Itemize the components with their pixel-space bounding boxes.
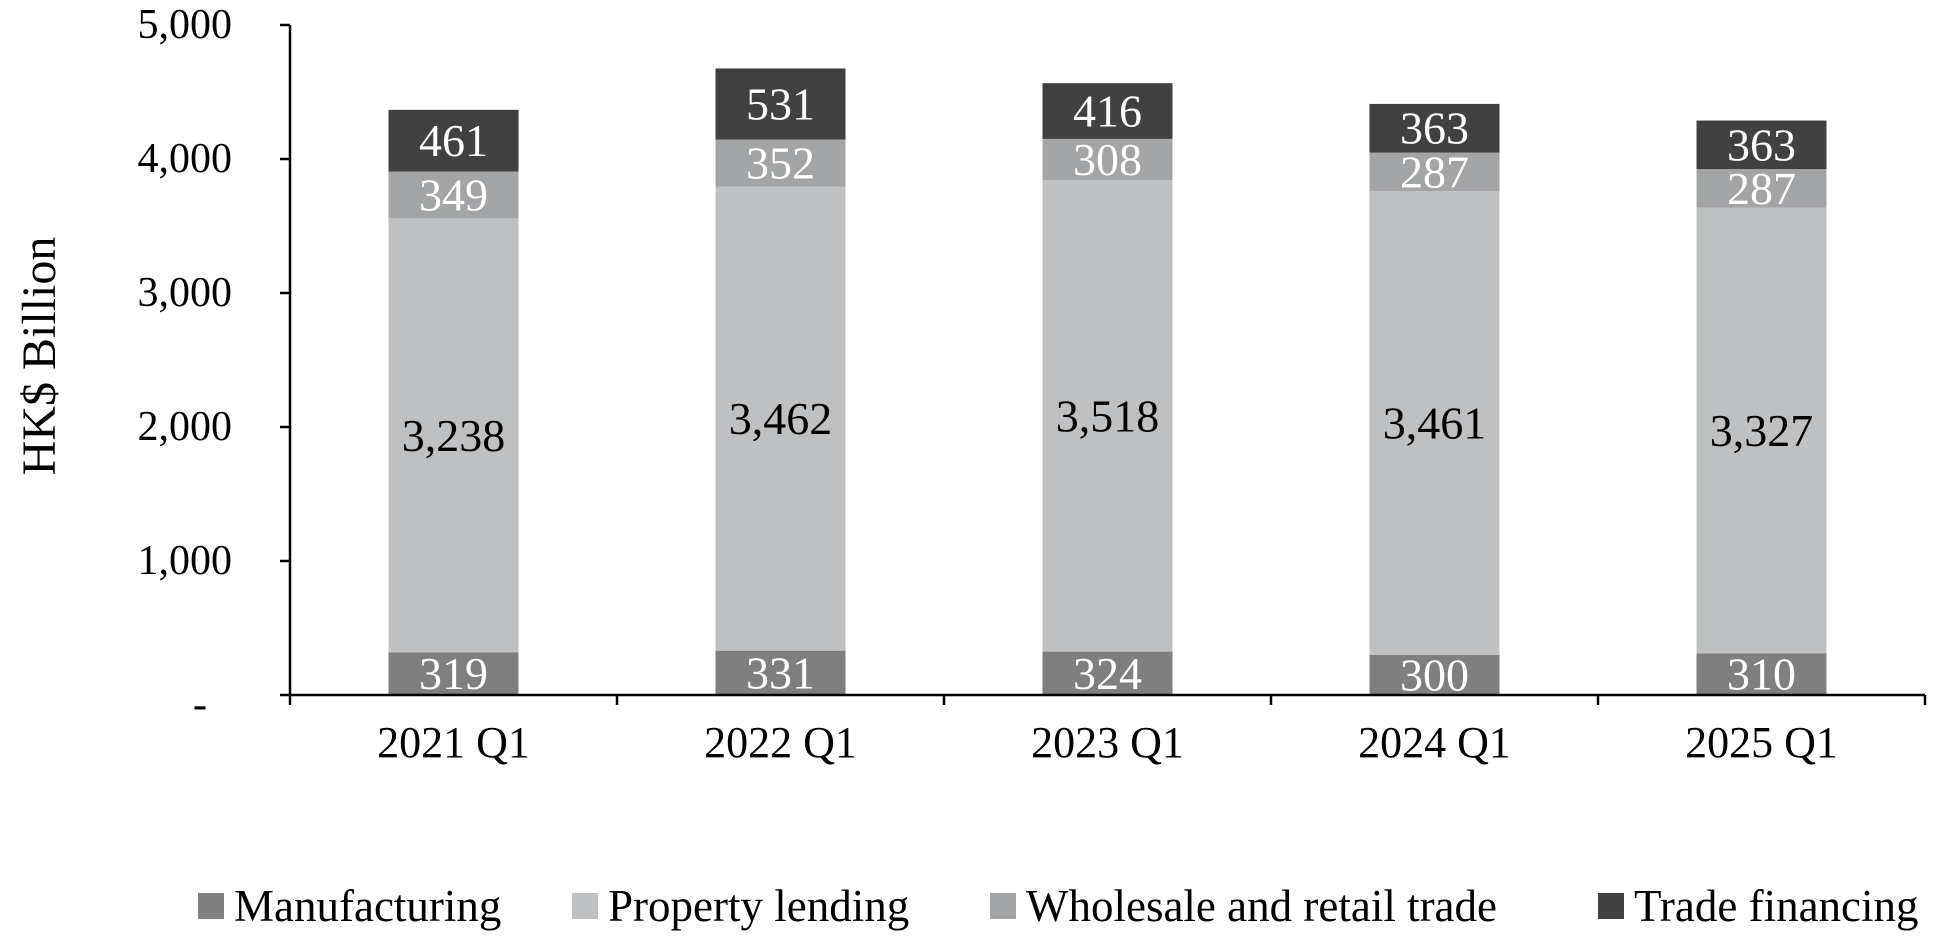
bar-segment <box>388 109 519 172</box>
data-label: 3,238 <box>402 410 506 461</box>
legend-label: Wholesale and retail trade <box>1026 881 1497 931</box>
legend-label: Manufacturing <box>234 881 501 931</box>
bar-segment <box>1369 191 1500 655</box>
bar-segment <box>1042 180 1173 652</box>
data-label: 287 <box>1400 146 1469 197</box>
data-label: 3,327 <box>1710 405 1814 456</box>
y-tick-label: 5,000 <box>138 2 233 48</box>
axes-layer: 2021 Q1 2022 Q1 2023 Q1 2024 Q1 2025 Q1 - 1,00… <box>138 2 1927 767</box>
data-label: 531 <box>746 78 815 129</box>
bar-segment <box>1696 653 1827 695</box>
y-tick-label: 2,000 <box>138 404 233 450</box>
data-label: 416 <box>1073 86 1142 137</box>
data-label: 300 <box>1400 649 1469 700</box>
bar-segment <box>388 171 519 219</box>
y-tick-label: - <box>193 682 207 728</box>
x-tick-label: 2023 Q1 <box>1031 718 1184 767</box>
y-tick-label: 1,000 <box>138 538 233 584</box>
data-label: 319 <box>419 648 488 699</box>
legend-label: Property lending <box>608 881 909 931</box>
bar-segment <box>1042 651 1173 695</box>
x-tick-label: 2024 Q1 <box>1358 718 1511 767</box>
legend-swatch <box>198 893 224 919</box>
data-label: 363 <box>1727 119 1796 170</box>
bar-segment <box>715 139 846 187</box>
legend-swatch <box>990 893 1016 919</box>
bar-segment <box>715 186 846 651</box>
bar-segment <box>1369 654 1500 695</box>
bar-segment <box>715 650 846 695</box>
bar-segment <box>388 218 519 653</box>
data-label: 352 <box>746 138 815 189</box>
bar-segment <box>1696 169 1827 208</box>
data-label: 308 <box>1073 134 1142 185</box>
x-tick-label: 2022 Q1 <box>704 718 857 767</box>
data-label: 331 <box>746 647 815 698</box>
legend-label: Trade financing <box>1634 881 1919 931</box>
x-tick-label: 2021 Q1 <box>377 718 530 767</box>
y-tick-label: 4,000 <box>138 136 233 182</box>
data-label: 287 <box>1727 163 1796 214</box>
bar-segment <box>1042 83 1173 139</box>
data-label: 461 <box>419 115 488 166</box>
legend: Manufacturing Property lending Wholesale a… <box>198 881 1919 931</box>
data-label: 363 <box>1400 103 1469 154</box>
y-axis-label: HK$ Billion <box>13 237 66 476</box>
x-tick-label: 2025 Q1 <box>1685 718 1838 767</box>
data-label: 324 <box>1073 648 1142 699</box>
data-label: 3,518 <box>1056 390 1160 441</box>
legend-swatch <box>572 893 598 919</box>
y-tick-label: 3,000 <box>138 270 233 316</box>
legend-swatch <box>1598 893 1624 919</box>
bar-segment <box>1369 152 1500 192</box>
data-label: 349 <box>419 169 488 220</box>
bar-segment <box>1042 138 1173 181</box>
data-label: 3,461 <box>1383 397 1487 448</box>
bar-segment <box>1369 103 1500 153</box>
bar-segment <box>388 652 519 695</box>
data-label: 310 <box>1727 649 1796 700</box>
bar-segment <box>1696 120 1827 170</box>
bar-segment <box>715 68 846 140</box>
data-label: 3,462 <box>729 393 833 444</box>
bar-segment <box>1696 207 1827 654</box>
